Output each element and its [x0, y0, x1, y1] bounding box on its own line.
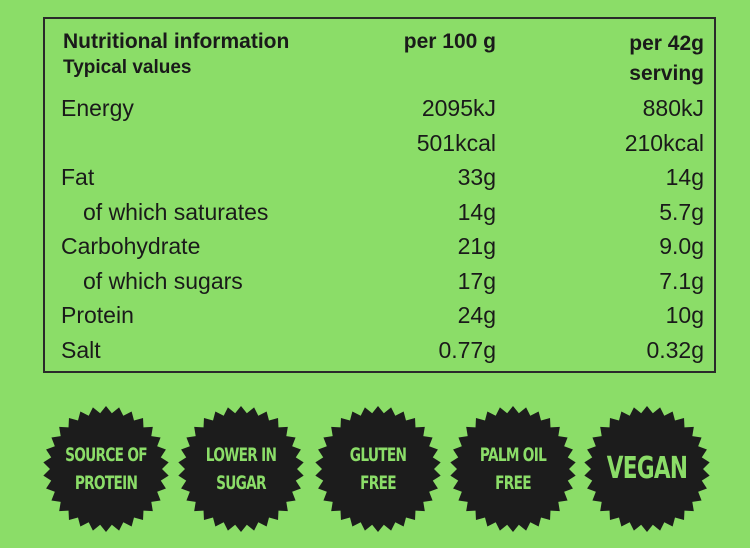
badge-text-line2: FREE: [360, 472, 396, 494]
starburst-badge-icon: [584, 406, 710, 532]
table-row: of which sugars 17g 7.1g: [45, 264, 714, 299]
badge-palm-oil-free: PALM OIL FREE: [449, 405, 577, 533]
column-header-per-serving-line1: per 42g: [629, 32, 704, 55]
nutrition-table: Nutritional information Typical values p…: [43, 17, 716, 373]
row-value-per-serving: 0.32g: [646, 336, 704, 363]
row-value-per-100g: 17g: [457, 267, 496, 294]
row-label: Energy: [61, 95, 134, 121]
row-value-per-serving: 14g: [665, 164, 704, 190]
row-value-per-100g: 14g: [457, 198, 496, 225]
column-header-per-100g: per 100 g: [403, 30, 496, 53]
row-label: Salt: [61, 336, 101, 363]
nutrition-rows: Energy 2095kJ 880kJ 501kcal 210kcal Fat …: [45, 91, 714, 367]
starburst-badge-icon: [178, 406, 304, 532]
table-row: Fat 33g 14g: [45, 160, 714, 195]
table-subtitle: Typical values: [63, 57, 192, 78]
row-value-per-100g: 21g: [457, 233, 496, 259]
row-value-per-100g: 33g: [457, 164, 496, 190]
row-value-per-100g: 0.77g: [438, 336, 496, 363]
table-title: Nutritional information: [63, 30, 290, 53]
badge-text-line1: SOURCE OF: [65, 444, 147, 466]
row-label: Carbohydrate: [61, 233, 201, 259]
row-value-per-100g: 501kcal: [416, 129, 496, 156]
row-label: of which sugars: [83, 267, 243, 294]
badge-text-line2: SUGAR: [216, 472, 266, 494]
table-row: of which saturates 14g 5.7g: [45, 195, 714, 230]
badge-text-line1: PALM OIL: [479, 444, 547, 466]
badge-source-of-protein: SOURCE OF PROTEIN: [42, 405, 170, 533]
starburst-badge-icon: [450, 406, 576, 532]
table-row: Carbohydrate 21g 9.0g: [45, 229, 714, 264]
badge-text-line2: PROTEIN: [74, 472, 138, 494]
row-label: Fat: [61, 164, 95, 190]
row-value-per-serving: 880kJ: [642, 95, 704, 121]
table-row: Salt 0.77g 0.32g: [45, 333, 714, 368]
badge-vegan: VEGAN: [583, 405, 711, 533]
column-header-per-serving-line2: serving: [629, 62, 704, 85]
starburst-badge-icon: [43, 406, 169, 532]
row-value-per-100g: 24g: [457, 302, 496, 328]
badge-text-line1: GLUTEN: [349, 444, 407, 466]
badge-text-line1: VEGAN: [606, 451, 688, 486]
row-value-per-100g: 2095kJ: [421, 95, 496, 121]
badge-lower-in-sugar: LOWER IN SUGAR: [177, 405, 305, 533]
table-row: Energy 2095kJ 880kJ: [45, 91, 714, 126]
row-label: of which saturates: [83, 198, 269, 225]
badge-gluten-free: GLUTEN FREE: [314, 405, 442, 533]
row-value-per-serving: 7.1g: [659, 267, 704, 294]
badge-text-line1: LOWER IN: [205, 444, 277, 466]
row-label: Protein: [61, 302, 134, 328]
table-row: Protein 24g 10g: [45, 298, 714, 333]
row-value-per-serving: 210kcal: [624, 129, 704, 156]
starburst-badge-icon: [315, 406, 441, 532]
claim-badges: SOURCE OF PROTEIN LOWER IN SUGAR GLUTEN …: [42, 405, 722, 535]
row-value-per-serving: 5.7g: [659, 198, 704, 225]
column-header-per-serving: per 42g serving: [629, 29, 704, 89]
row-value-per-serving: 9.0g: [659, 233, 704, 259]
table-row: 501kcal 210kcal: [45, 126, 714, 161]
row-value-per-serving: 10g: [665, 302, 704, 328]
table-header-left: Nutritional information Typical values: [63, 29, 289, 81]
badge-text-line2: FREE: [495, 472, 531, 494]
